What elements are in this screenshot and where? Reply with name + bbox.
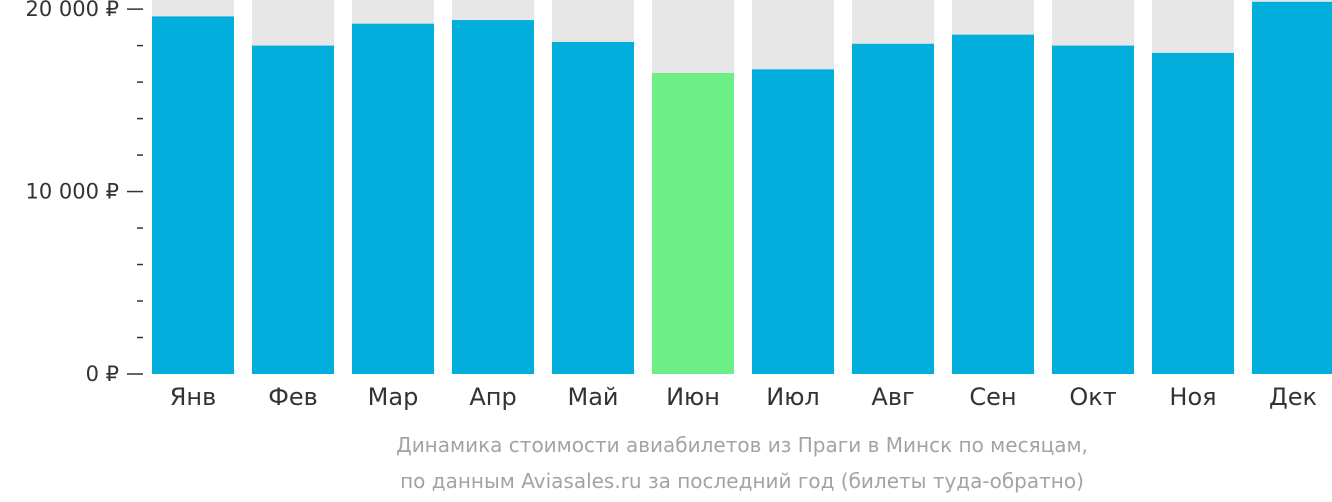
bar-8[interactable] [852, 43, 934, 374]
x-tick-label: Июл [766, 383, 820, 411]
chart-caption: Динамика стоимости авиабилетов из Праги … [396, 433, 1088, 493]
bar-9[interactable] [952, 34, 1034, 374]
x-axis: Янв Фев Мар Апр Май Июн Июл Авг Сен Окт Ноя Дек [170, 383, 1317, 411]
x-tick-label: Окт [1069, 383, 1116, 411]
bar-1[interactable] [152, 16, 234, 374]
bar-11[interactable] [1152, 52, 1234, 374]
y-axis: 0 ₽ 10 000 ₽ 20 000 ₽ [25, 0, 143, 386]
x-tick-label: Июн [666, 383, 720, 411]
x-tick-label: Сен [969, 383, 1016, 411]
bar-6[interactable] [652, 72, 734, 374]
x-tick-label: Ноя [1169, 383, 1216, 411]
caption-line-2: по данным Aviasales.ru за последний год … [400, 469, 1084, 493]
x-tick-label: Авг [871, 383, 914, 411]
bar-7[interactable] [752, 69, 834, 374]
bar-5[interactable] [552, 41, 634, 375]
x-tick-label: Мар [368, 383, 419, 411]
x-tick-label: Дек [1269, 383, 1317, 411]
x-tick-label: Фев [268, 383, 318, 411]
x-tick-label: Май [567, 383, 618, 411]
bar-10[interactable] [1052, 45, 1134, 375]
bar-2[interactable] [252, 45, 334, 375]
bars [152, 0, 1332, 375]
y-tick-label: 10 000 ₽ [25, 180, 119, 204]
caption-line-1: Динамика стоимости авиабилетов из Праги … [396, 433, 1088, 457]
bar-3[interactable] [352, 23, 434, 375]
x-tick-label: Апр [469, 383, 516, 411]
y-tick-label: 20 000 ₽ [25, 0, 119, 21]
bar-12[interactable] [1252, 1, 1332, 374]
y-tick-label: 0 ₽ [86, 362, 119, 386]
bar-4[interactable] [452, 20, 534, 374]
x-tick-label: Янв [170, 383, 217, 411]
